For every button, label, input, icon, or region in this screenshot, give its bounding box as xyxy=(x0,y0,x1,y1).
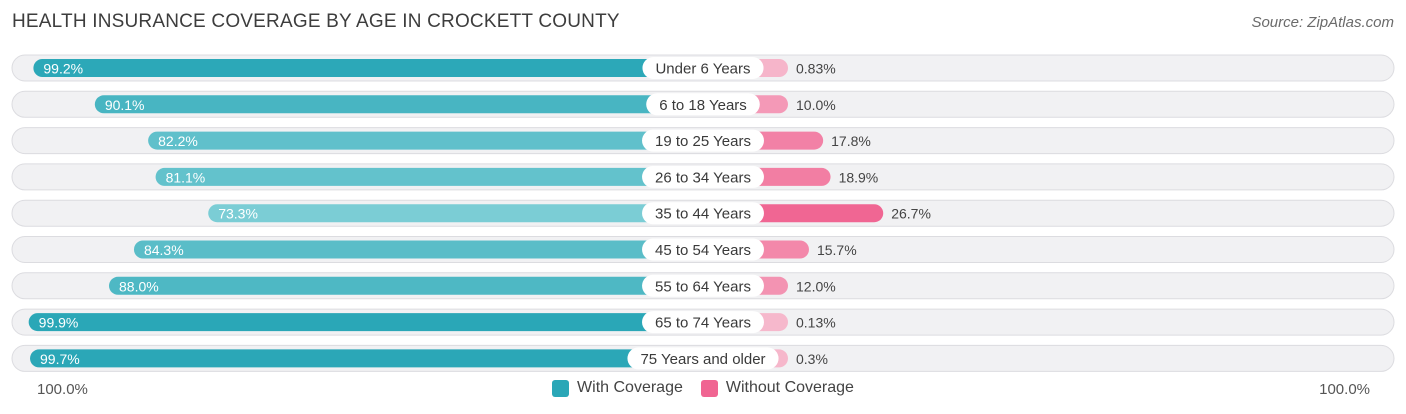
legend-without-swatch xyxy=(700,379,718,397)
bar-with-coverage xyxy=(208,204,703,223)
value-label-without: 18.9% xyxy=(839,169,879,185)
category-label: 35 to 44 Years xyxy=(655,206,751,223)
category-pill xyxy=(642,274,764,297)
bar-with-coverage xyxy=(28,313,704,332)
bar-with-coverage xyxy=(94,95,703,114)
legend-without-label: Without Coverage xyxy=(725,379,854,396)
bar-with-coverage xyxy=(33,59,703,77)
value-label-with: 90.1% xyxy=(105,97,145,113)
legend-with-label: With Coverage xyxy=(577,379,683,396)
category-label: 55 to 64 Years xyxy=(655,278,751,295)
source-label: Source: ZipAtlas.com xyxy=(1251,14,1394,31)
value-label-with: 84.3% xyxy=(144,242,184,258)
category-pill xyxy=(642,165,764,188)
bar-with-coverage xyxy=(109,276,703,295)
value-label-with: 99.9% xyxy=(39,315,79,331)
value-label-without: 15.7% xyxy=(817,242,857,258)
value-label-without: 0.3% xyxy=(796,351,828,367)
value-label-with: 99.2% xyxy=(43,61,83,77)
legend-with-coverage: With Coverage xyxy=(552,379,683,397)
value-label-with: 82.2% xyxy=(158,133,198,149)
value-label-without: 17.8% xyxy=(831,133,871,149)
category-label: 19 to 25 Years xyxy=(655,133,751,150)
category-pill xyxy=(642,57,764,79)
category-pill xyxy=(646,93,760,116)
chart-title: HEALTH INSURANCE COVERAGE BY AGE IN CROC… xyxy=(12,11,620,32)
legend-with-swatch xyxy=(552,379,570,397)
axis-left-label: 100.0% xyxy=(37,381,88,398)
value-label-without: 26.7% xyxy=(891,206,931,222)
value-label-without: 0.13% xyxy=(796,315,836,331)
category-pill xyxy=(642,311,764,334)
bar-with-coverage xyxy=(155,167,703,186)
value-label-with: 88.0% xyxy=(119,278,159,294)
category-label: 65 to 74 Years xyxy=(655,315,751,332)
value-label-with: 99.7% xyxy=(40,351,80,367)
value-label-without: 12.0% xyxy=(796,278,836,294)
value-label-with: 73.3% xyxy=(218,206,258,222)
category-label: 26 to 34 Years xyxy=(655,169,751,186)
axis-right-label: 100.0% xyxy=(1319,381,1370,398)
category-pill xyxy=(627,347,779,370)
value-label-without: 0.83% xyxy=(796,61,836,77)
category-label: 6 to 18 Years xyxy=(659,97,747,114)
category-pill xyxy=(642,129,764,152)
bar-with-coverage xyxy=(30,349,703,368)
category-label: Under 6 Years xyxy=(655,61,750,78)
category-pill xyxy=(642,238,764,261)
value-label-with: 81.1% xyxy=(166,169,206,185)
category-label: 45 to 54 Years xyxy=(655,242,751,259)
legend: With Coverage Without Coverage xyxy=(0,379,1406,397)
category-label: 75 Years and older xyxy=(640,351,765,368)
legend-without-coverage: Without Coverage xyxy=(700,379,854,397)
category-pill xyxy=(642,202,764,225)
bar-with-coverage xyxy=(133,240,704,259)
bar-with-coverage xyxy=(148,131,703,150)
value-label-without: 10.0% xyxy=(796,97,836,113)
